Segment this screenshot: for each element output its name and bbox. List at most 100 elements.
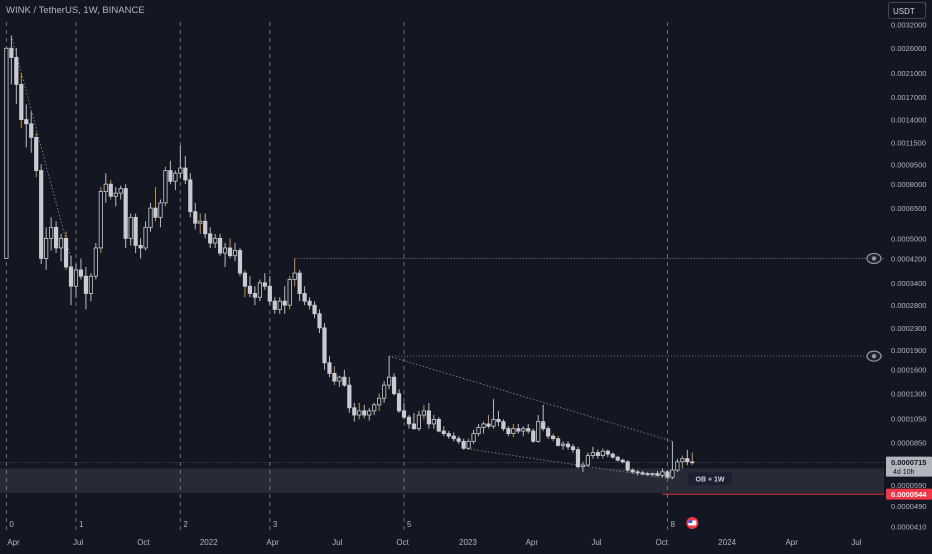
candle[interactable] bbox=[108, 183, 113, 197]
candle[interactable] bbox=[317, 313, 322, 329]
candle[interactable] bbox=[58, 237, 64, 249]
candle[interactable] bbox=[53, 226, 59, 249]
candle[interactable] bbox=[615, 456, 620, 461]
candle[interactable] bbox=[396, 393, 402, 412]
candle[interactable] bbox=[19, 83, 24, 121]
candle[interactable] bbox=[222, 247, 228, 254]
candle[interactable] bbox=[307, 300, 312, 306]
candle[interactable] bbox=[406, 416, 412, 425]
candle[interactable] bbox=[262, 282, 267, 287]
candle[interactable] bbox=[39, 170, 44, 259]
candle[interactable] bbox=[93, 247, 98, 277]
candle[interactable] bbox=[168, 170, 173, 182]
candle[interactable] bbox=[24, 119, 29, 125]
candle[interactable] bbox=[555, 438, 561, 446]
candle[interactable] bbox=[387, 376, 392, 386]
candle[interactable] bbox=[143, 226, 148, 249]
candle[interactable] bbox=[461, 440, 466, 449]
candle[interactable] bbox=[347, 384, 352, 409]
candle[interactable] bbox=[138, 245, 143, 249]
candle[interactable] bbox=[372, 404, 377, 412]
candle[interactable] bbox=[267, 285, 272, 302]
candle[interactable] bbox=[391, 376, 397, 395]
candle[interactable] bbox=[68, 266, 74, 287]
candle[interactable] bbox=[163, 170, 168, 204]
candle[interactable] bbox=[227, 247, 233, 257]
candle[interactable] bbox=[595, 452, 600, 456]
candle[interactable] bbox=[183, 167, 188, 181]
candle[interactable] bbox=[247, 285, 253, 294]
candle[interactable] bbox=[232, 250, 238, 257]
candle[interactable] bbox=[466, 440, 471, 449]
currency-button[interactable]: USDT bbox=[888, 2, 926, 19]
candle[interactable] bbox=[511, 428, 516, 434]
candle[interactable] bbox=[660, 471, 665, 476]
candle[interactable] bbox=[377, 397, 382, 406]
candle[interactable] bbox=[287, 279, 292, 306]
candle[interactable] bbox=[213, 237, 218, 244]
candle[interactable] bbox=[516, 428, 521, 432]
candle[interactable] bbox=[471, 433, 476, 442]
candle[interactable] bbox=[362, 410, 367, 416]
candle[interactable] bbox=[481, 423, 486, 428]
candle[interactable] bbox=[546, 428, 551, 437]
candle[interactable] bbox=[63, 237, 69, 268]
candle[interactable] bbox=[411, 423, 417, 430]
candle[interactable] bbox=[436, 419, 441, 432]
candle[interactable] bbox=[401, 410, 407, 418]
candle[interactable] bbox=[496, 419, 501, 423]
candle[interactable] bbox=[506, 428, 511, 434]
eye-icon[interactable] bbox=[866, 350, 882, 362]
candle[interactable] bbox=[123, 188, 128, 239]
candle[interactable] bbox=[337, 376, 342, 382]
candle[interactable] bbox=[173, 172, 178, 182]
candle[interactable] bbox=[113, 192, 118, 197]
candle[interactable] bbox=[78, 269, 84, 277]
candle[interactable] bbox=[208, 233, 213, 244]
candle[interactable] bbox=[650, 473, 655, 476]
candle[interactable] bbox=[665, 471, 670, 478]
candle[interactable] bbox=[486, 423, 491, 427]
candle[interactable] bbox=[282, 300, 287, 306]
candle[interactable] bbox=[382, 384, 387, 399]
candle[interactable] bbox=[640, 472, 645, 475]
candle[interactable] bbox=[610, 453, 615, 458]
candle[interactable] bbox=[421, 410, 426, 416]
candle[interactable] bbox=[237, 250, 243, 274]
candle[interactable] bbox=[327, 362, 332, 374]
candle[interactable] bbox=[590, 452, 595, 456]
candle[interactable] bbox=[193, 211, 198, 224]
candle[interactable] bbox=[526, 428, 531, 432]
candle[interactable] bbox=[536, 421, 541, 442]
candle[interactable] bbox=[680, 458, 685, 463]
current-price-tag[interactable] bbox=[886, 456, 932, 477]
candle[interactable] bbox=[565, 443, 571, 448]
candle[interactable] bbox=[277, 300, 282, 310]
candle[interactable] bbox=[456, 438, 461, 442]
candle[interactable] bbox=[322, 327, 327, 364]
candle[interactable] bbox=[252, 293, 258, 298]
candle[interactable] bbox=[342, 376, 347, 386]
candle[interactable] bbox=[630, 469, 635, 473]
candle[interactable] bbox=[133, 216, 138, 246]
candle[interactable] bbox=[446, 433, 451, 437]
candle[interactable] bbox=[521, 428, 526, 432]
candle[interactable] bbox=[675, 461, 680, 471]
candle[interactable] bbox=[625, 461, 630, 471]
candle[interactable] bbox=[357, 410, 362, 416]
candle[interactable] bbox=[118, 188, 123, 194]
candle[interactable] bbox=[44, 237, 49, 259]
candle[interactable] bbox=[302, 293, 307, 302]
candle[interactable] bbox=[560, 443, 566, 446]
candle[interactable] bbox=[98, 191, 103, 249]
candle[interactable] bbox=[491, 419, 496, 427]
candle[interactable] bbox=[128, 216, 133, 239]
candle[interactable] bbox=[88, 275, 93, 294]
candle[interactable] bbox=[605, 450, 610, 455]
candle[interactable] bbox=[148, 207, 153, 228]
candle[interactable] bbox=[570, 446, 576, 451]
candle[interactable] bbox=[575, 449, 581, 468]
candle[interactable] bbox=[501, 421, 506, 430]
